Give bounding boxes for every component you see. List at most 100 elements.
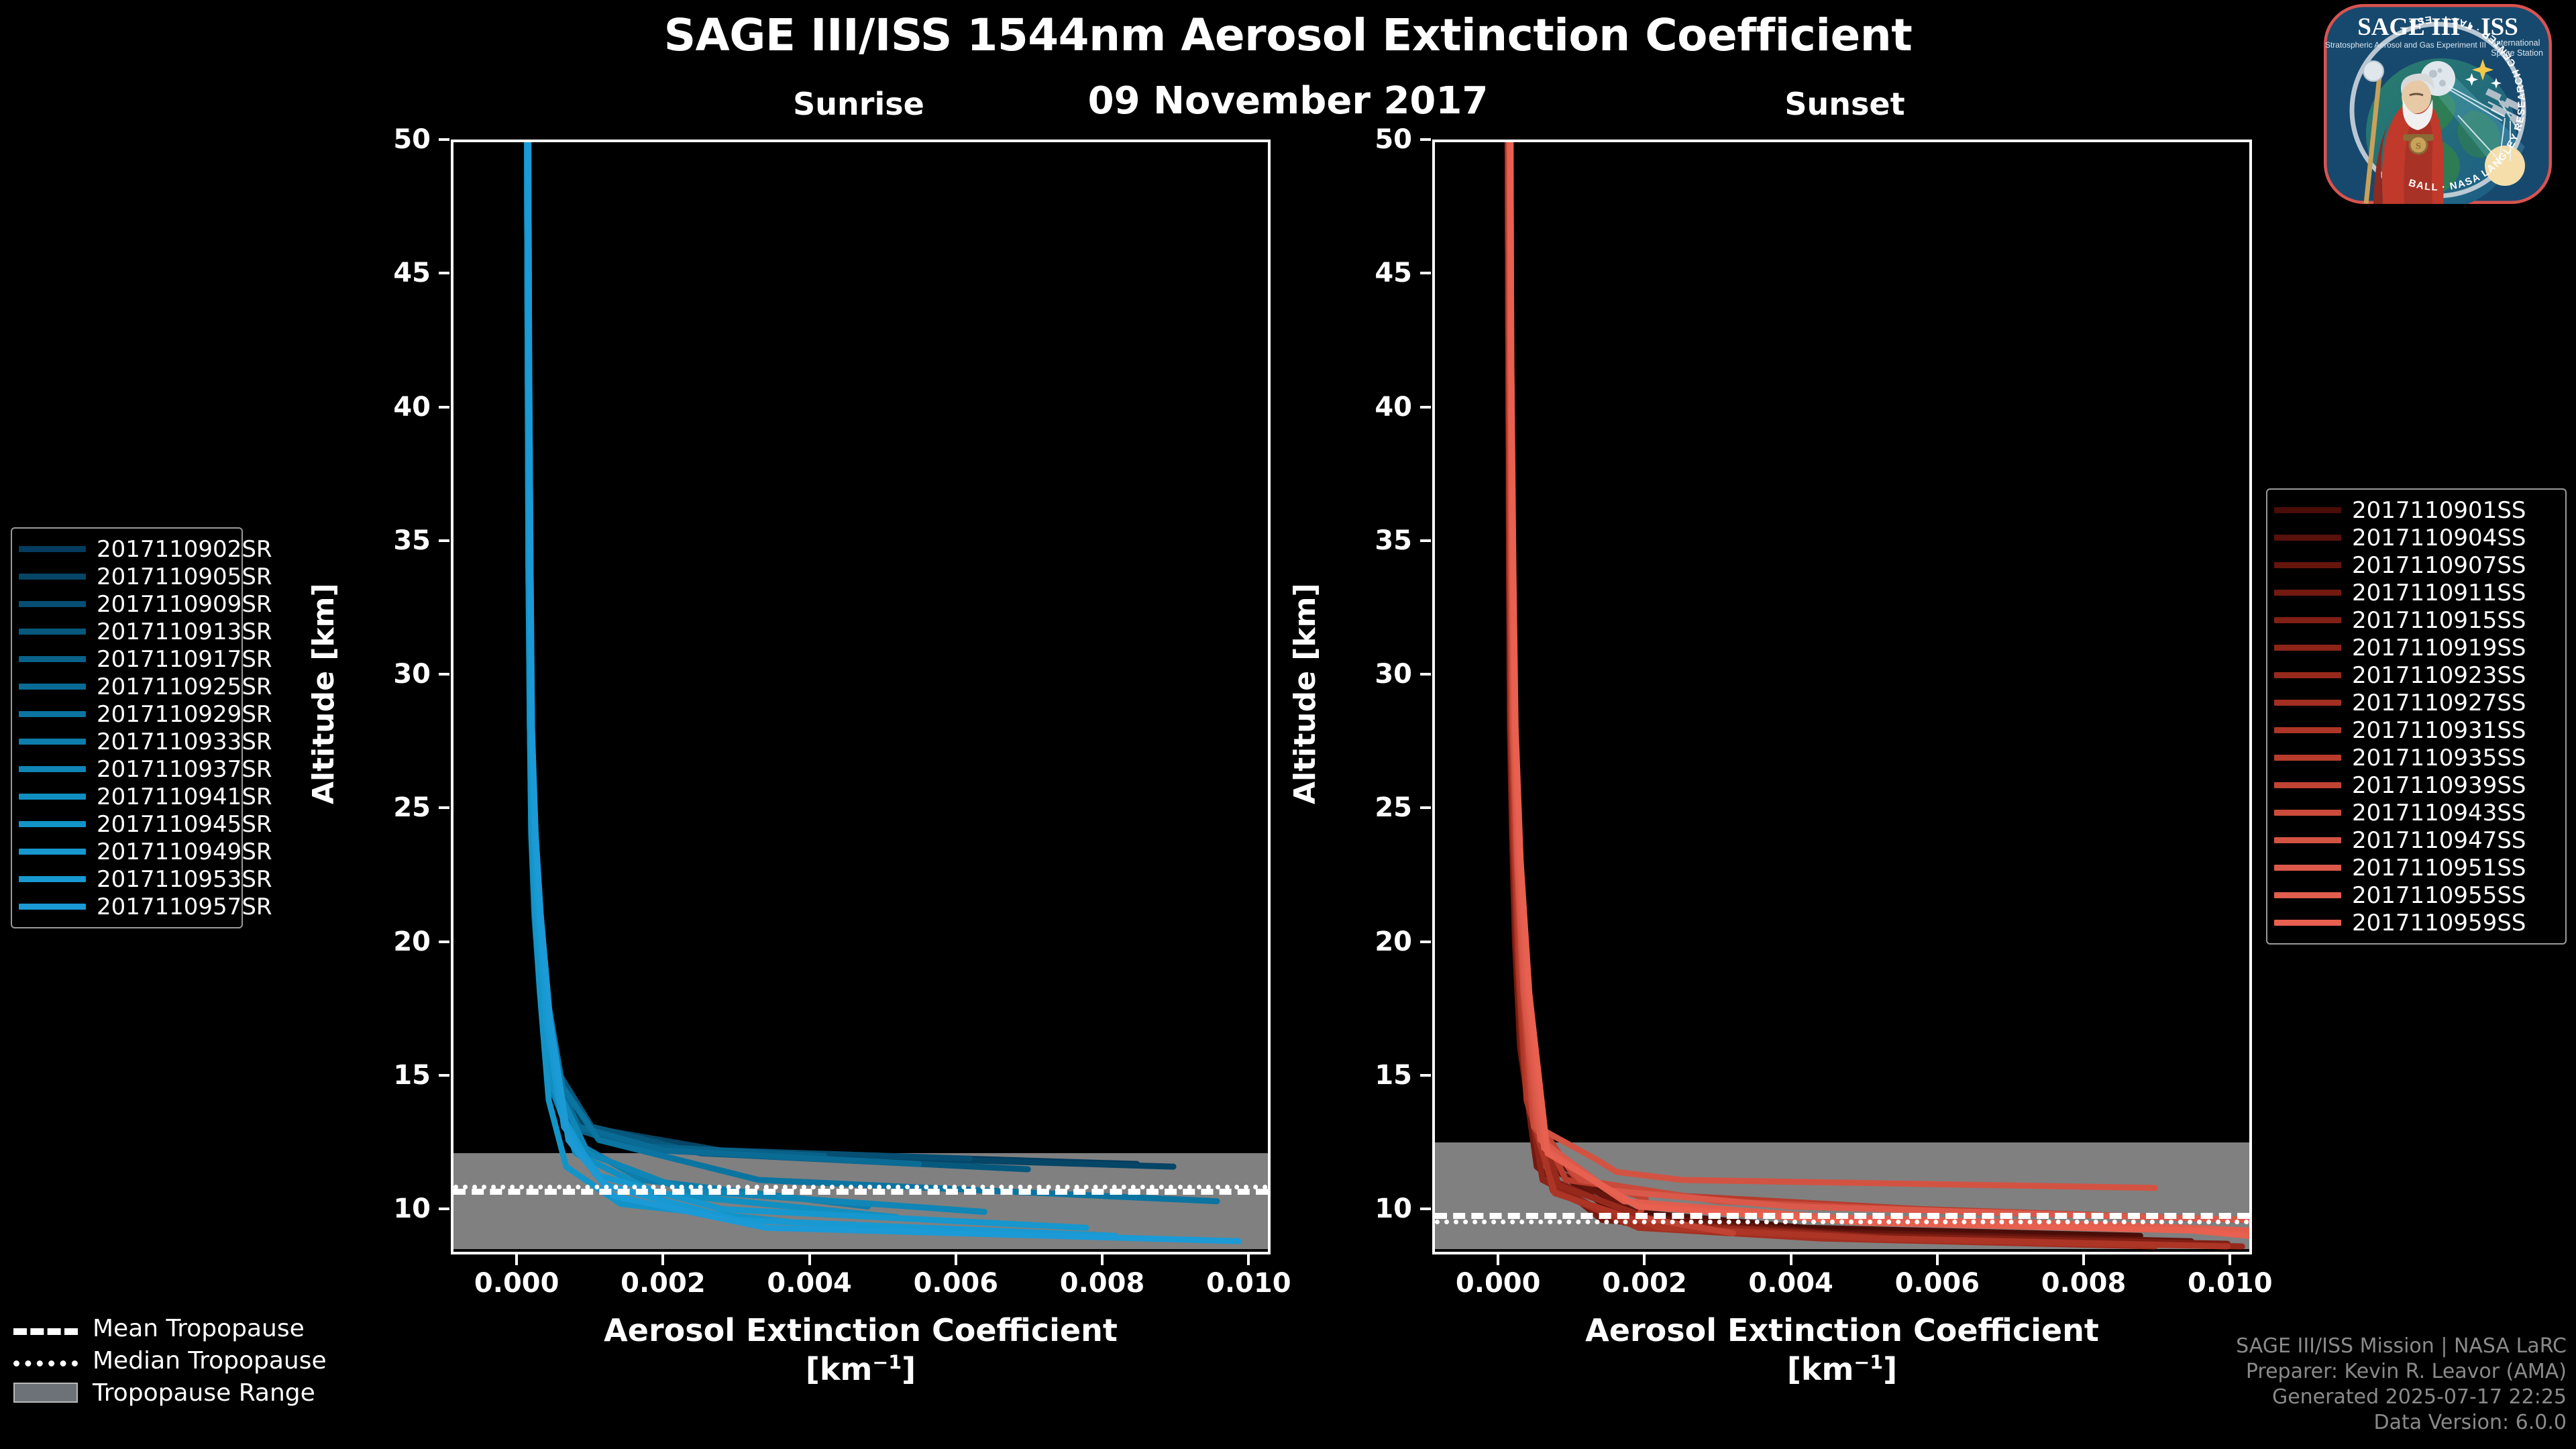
y-tick-mark [439, 940, 449, 943]
legend-event-label: 2017110925SR [97, 673, 272, 700]
y-tick-label: 40 [393, 391, 431, 423]
legend-event-label: 2017110955SS [2352, 881, 2526, 909]
sunrise-legend-item[interactable]: 2017110945SR [19, 810, 272, 838]
series-line [1505, 142, 2245, 1250]
sunset-legend-item[interactable]: 2017110935SS [2274, 744, 2556, 771]
legend-color-swatch [2274, 810, 2341, 816]
sunset-legend-item[interactable]: 2017110959SS [2274, 909, 2556, 936]
series-line [1507, 142, 2249, 1239]
sunset-x-axis-label: Aerosol Extinction Coefficient [km−1] [1358, 1312, 2326, 1387]
sunrise-x-axis-label-text: Aerosol Extinction Coefficient [604, 1312, 1118, 1348]
x-tick-label: 0.000 [1455, 1268, 1541, 1299]
sunset-legend-item[interactable]: 2017110955SS [2274, 881, 2556, 909]
sunset-legend-item[interactable]: 2017110927SS [2274, 689, 2556, 716]
sunset-plot-inner [1435, 142, 2249, 1252]
x-tick-label: 0.006 [1894, 1268, 1980, 1299]
legend-color-swatch [2274, 892, 2341, 898]
x-tick-mark [1789, 1254, 1792, 1265]
sunrise-legend-item[interactable]: 2017110933SR [19, 728, 272, 755]
sunrise-legend[interactable]: 2017110902SR 2017110905SR 2017110909SR 2017… [11, 527, 272, 928]
series-line [1507, 142, 2249, 1223]
legend-color-swatch [2274, 617, 2341, 623]
y-tick-mark [439, 272, 449, 275]
sunrise-x-axis-label: Aerosol Extinction Coefficient [km−1] [377, 1312, 1344, 1387]
legend-color-swatch [19, 711, 86, 717]
sunrise-legend-item[interactable]: 2017110905SR [19, 563, 272, 590]
sunset-legend-item[interactable]: 2017110904SS [2274, 524, 2556, 551]
legend-event-label: 2017110941SR [97, 783, 272, 810]
legend-color-swatch [2274, 645, 2341, 651]
sunrise-legend-item[interactable]: 2017110949SR [19, 838, 272, 865]
legend-color-swatch [19, 656, 86, 662]
sunrise-legend-item[interactable]: 2017110941SR [19, 783, 272, 810]
sunrise-y-axis-label: Altitude [km] [307, 583, 341, 804]
credits-line-version: Data Version: 6.0.0 [2373, 1411, 2567, 1435]
legend-event-label: 2017110923SS [2352, 661, 2526, 689]
y-tick-label: 20 [1375, 926, 1412, 957]
sunrise-legend-item[interactable]: 2017110937SR [19, 755, 272, 783]
y-tick-label: 40 [1375, 391, 1412, 423]
legend-event-label: 2017110901SS [2352, 496, 2526, 524]
legend-color-swatch [2274, 535, 2341, 541]
x-tick-label: 0.004 [1748, 1268, 1833, 1299]
series-line [1504, 142, 2158, 1250]
series-line [1504, 142, 2114, 1247]
sunset-legend-item[interactable]: 2017110951SS [2274, 854, 2556, 881]
sunset-legend[interactable]: 2017110901SS 2017110904SS 2017110907SS 2017… [2266, 488, 2567, 945]
series-line [1506, 142, 2245, 1223]
series-line [1507, 142, 2158, 1191]
series-line [525, 142, 1031, 1173]
legend-color-swatch [19, 849, 86, 855]
sunset-legend-item[interactable]: 2017110915SS [2274, 606, 2556, 634]
band-swatch-icon [13, 1383, 78, 1403]
x-tick-label: 0.008 [2041, 1268, 2127, 1299]
sunrise-legend-item[interactable]: 2017110902SR [19, 535, 272, 563]
y-tick-mark [439, 405, 449, 409]
sunset-x-axis-unit: [km−1] [1786, 1351, 1898, 1387]
series-line [525, 142, 1140, 1167]
sunrise-x-axis-unit: [km−1] [805, 1351, 916, 1387]
sunset-legend-item[interactable]: 2017110939SS [2274, 771, 2556, 799]
sunset-legend-item[interactable]: 2017110923SS [2274, 661, 2556, 689]
sunrise-legend-item[interactable]: 2017110929SR [19, 700, 272, 728]
sunset-legend-item[interactable]: 2017110911SS [2274, 579, 2556, 606]
legend-color-swatch [19, 629, 86, 635]
series-line [1504, 142, 2093, 1242]
legend-event-label: 2017110933SR [97, 728, 272, 755]
y-tick-label: 25 [393, 792, 431, 824]
legend-color-swatch [19, 574, 86, 580]
series-line [1505, 142, 2231, 1250]
sunset-legend-item[interactable]: 2017110931SS [2274, 716, 2556, 744]
legend-color-swatch [2274, 700, 2341, 706]
legend-event-label: 2017110911SS [2352, 579, 2526, 606]
y-tick-label: 35 [393, 525, 431, 556]
sunrise-legend-item[interactable]: 2017110909SR [19, 590, 272, 618]
sunrise-plot-inner [453, 142, 1268, 1252]
y-tick-label: 50 [1375, 124, 1412, 155]
sunrise-legend-item[interactable]: 2017110925SR [19, 673, 272, 700]
legend-color-swatch [2274, 782, 2341, 788]
y-tick-label: 25 [1375, 792, 1412, 824]
legend-event-label: 2017110957SR [97, 893, 272, 920]
credits-line-mission: SAGE III/ISS Mission | NASA LaRC [2236, 1334, 2567, 1358]
y-tick-label: 50 [393, 124, 431, 155]
series-line [525, 142, 987, 1215]
sunset-legend-item[interactable]: 2017110943SS [2274, 799, 2556, 826]
sunrise-legend-item[interactable]: 2017110917SR [19, 645, 272, 673]
sunrise-legend-item[interactable]: 2017110913SR [19, 618, 272, 645]
sunset-legend-item[interactable]: 2017110919SS [2274, 634, 2556, 661]
series-line [524, 142, 828, 1159]
y-tick-label: 20 [393, 926, 431, 957]
sunset-legend-item[interactable]: 2017110907SS [2274, 551, 2556, 579]
series-line [525, 142, 1177, 1170]
sunrise-legend-item[interactable]: 2017110957SR [19, 893, 272, 920]
tropopause-range-label: Tropopause Range [93, 1379, 315, 1407]
x-tick-mark [1643, 1254, 1646, 1265]
sunset-legend-item[interactable]: 2017110947SS [2274, 826, 2556, 854]
legend-color-swatch [2274, 865, 2341, 871]
median-tropopause-line [1435, 1220, 2249, 1225]
y-tick-label: 30 [1375, 659, 1412, 690]
sunrise-legend-item[interactable]: 2017110953SR [19, 865, 272, 893]
legend-event-label: 2017110943SS [2352, 799, 2526, 826]
sunset-legend-item[interactable]: 2017110901SS [2274, 496, 2556, 524]
